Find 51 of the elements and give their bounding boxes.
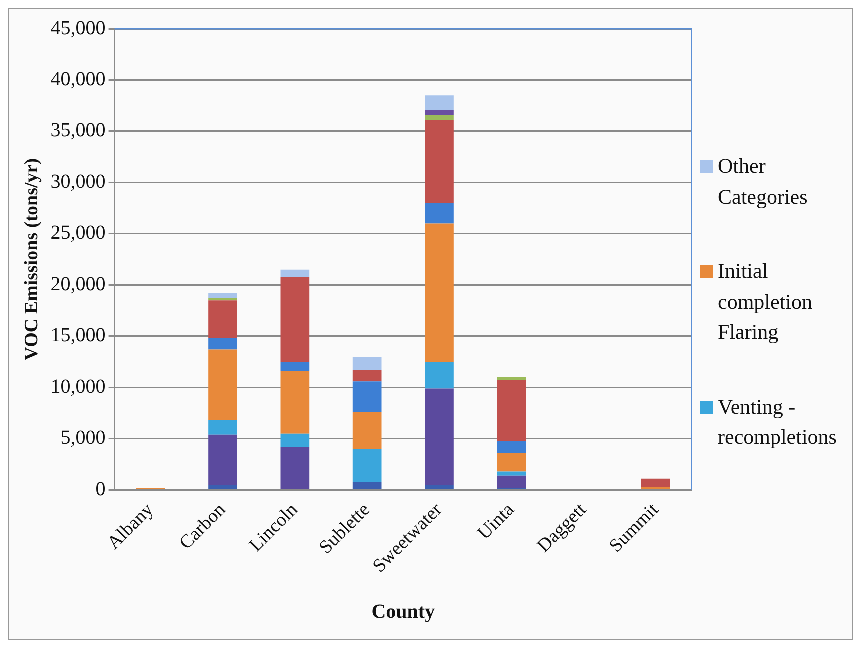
legend-label: Other Categories xyxy=(718,153,809,211)
bar xyxy=(425,224,454,362)
bar xyxy=(208,300,238,339)
bar xyxy=(352,482,382,490)
bar xyxy=(425,362,454,389)
bar xyxy=(352,370,382,382)
bar xyxy=(208,485,238,490)
bar xyxy=(208,350,238,421)
bar xyxy=(497,441,526,454)
bar xyxy=(425,110,454,116)
bar xyxy=(208,434,238,486)
bar xyxy=(280,270,310,278)
bar xyxy=(208,338,238,350)
bar xyxy=(280,362,310,372)
x-tick-label: Uinta xyxy=(474,499,520,544)
bar xyxy=(425,388,454,486)
bar xyxy=(497,377,526,381)
bar xyxy=(352,412,382,450)
bar xyxy=(352,382,382,412)
y-tick-label: 45,000 xyxy=(50,17,106,40)
y-tick-label: 15,000 xyxy=(50,324,106,347)
legend-label: Venting - recompletions xyxy=(718,394,838,452)
y-tick-label: 20,000 xyxy=(50,273,106,296)
y-tick-label: 10,000 xyxy=(50,376,106,398)
bar xyxy=(208,293,238,299)
bar xyxy=(425,120,454,204)
bar xyxy=(208,420,238,435)
bar xyxy=(497,380,526,442)
y-tick-label: 25,000 xyxy=(50,222,106,244)
y-tick-label: 5,000 xyxy=(60,427,106,450)
bar xyxy=(497,453,526,472)
bar xyxy=(497,472,526,476)
x-axis-title: County xyxy=(372,601,436,624)
bar xyxy=(352,449,382,482)
y-tick-label: 40,000 xyxy=(50,68,106,90)
y-tick-label: 35,000 xyxy=(50,120,106,142)
y-tick-label: 30,000 xyxy=(50,170,106,193)
bar xyxy=(641,478,670,488)
legend-label: Initial completion Flaring xyxy=(718,258,814,346)
y-tick-label: 0 xyxy=(96,478,106,500)
bar xyxy=(352,356,382,370)
bar xyxy=(425,485,454,490)
bar xyxy=(280,371,310,434)
bar xyxy=(280,277,310,362)
bar xyxy=(425,115,454,120)
bar xyxy=(280,434,310,448)
y-axis-title: VOC Emissions (tons/yr) xyxy=(21,158,42,361)
bar xyxy=(280,447,310,490)
bar xyxy=(425,203,454,224)
bar xyxy=(425,96,454,110)
bar xyxy=(497,476,526,488)
